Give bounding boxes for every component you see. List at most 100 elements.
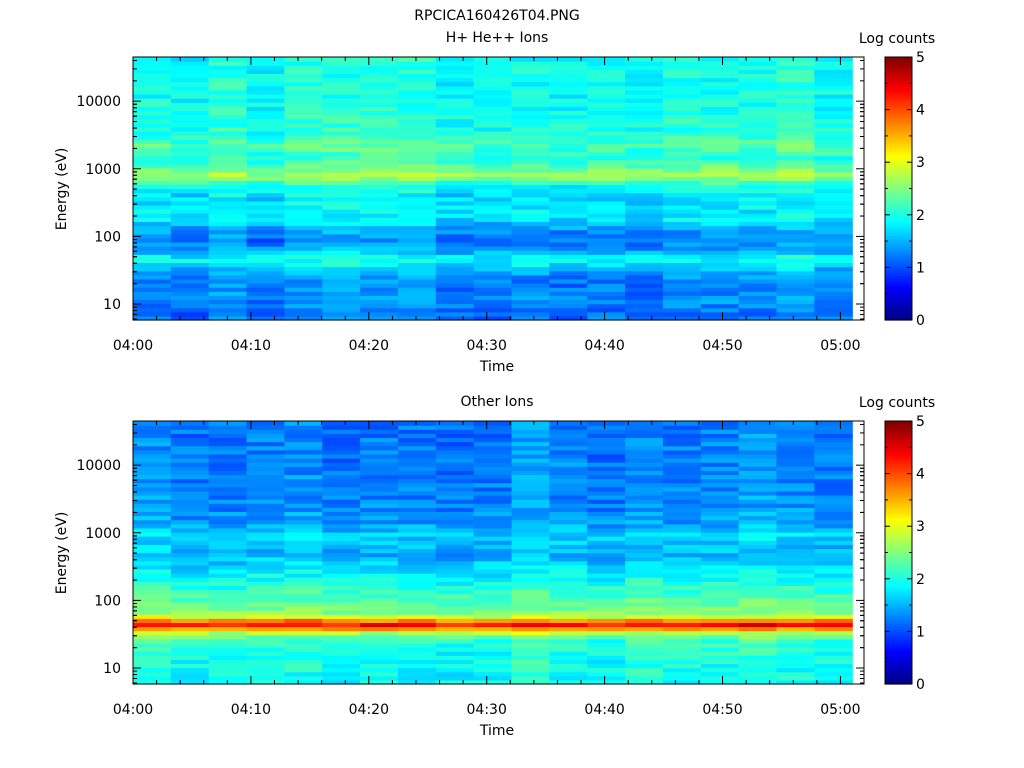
spectrogram-cell: [397, 130, 437, 136]
spectrogram-cell: [284, 568, 323, 574]
spectrogram-cell: [435, 155, 475, 161]
spectrogram-cell: [435, 135, 475, 140]
spectrogram-cell: [208, 209, 248, 214]
spectrogram-cell: [133, 237, 172, 243]
spectrogram-cell: [322, 180, 361, 185]
spectrogram-cell: [587, 548, 626, 554]
spectrogram-cell: [662, 577, 702, 582]
colorbar-step: [885, 505, 912, 509]
spectrogram-cell: [511, 671, 550, 677]
spectrogram-cell: [208, 507, 248, 513]
spectrogram-cell: [511, 544, 550, 549]
spectrogram-cell: [284, 93, 323, 99]
spectrogram-cell: [549, 196, 588, 202]
spectrogram-cell: [397, 630, 437, 636]
spectrogram-cell: [700, 266, 740, 272]
spectrogram-cell: [246, 429, 286, 434]
spectrogram-cell: [397, 540, 437, 545]
spectrogram-cell: [549, 188, 588, 194]
colorbar-step: [885, 502, 912, 506]
spectrogram-cell: [700, 172, 740, 177]
colorbar-step: [885, 91, 912, 95]
spectrogram-cell: [284, 593, 323, 599]
spectrogram-cell: [208, 425, 248, 430]
spectrogram-cell: [360, 679, 399, 685]
spectrogram-cell: [738, 209, 778, 214]
spectrogram-cell: [814, 192, 853, 198]
spectrogram-cell: [814, 258, 853, 264]
spectrogram-cell: [738, 143, 778, 149]
spectrogram-cell: [511, 172, 550, 177]
spectrogram-cell: [397, 118, 437, 124]
spectrogram-cell: [662, 655, 702, 660]
spectrogram-cell: [473, 560, 513, 566]
spectrogram-cell: [662, 155, 702, 161]
spectrogram-cell: [246, 89, 286, 95]
spectrogram-cell: [587, 213, 626, 218]
spectrogram-cell: [133, 192, 172, 198]
spectrogram-cell: [587, 180, 626, 185]
spectrogram-cell: [473, 507, 513, 513]
spectrogram-cell: [549, 671, 588, 677]
spectrogram-cell: [511, 246, 550, 251]
spectrogram-cell: [284, 217, 323, 222]
spectrogram-cell: [662, 581, 702, 586]
spectrogram-cell: [133, 176, 172, 181]
colorbar-step: [885, 106, 912, 111]
colorbar-step: [885, 177, 912, 182]
spectrogram-cell: [738, 213, 778, 218]
colorbar-step: [885, 539, 912, 543]
spectrogram-cell: [549, 122, 588, 128]
spectrogram-cell: [549, 482, 588, 488]
spectrogram-cell: [322, 77, 361, 83]
spectrogram-cell: [625, 102, 664, 107]
spectrogram-cell: [625, 421, 664, 426]
spectrogram-cell: [246, 445, 286, 451]
spectrogram-cell: [549, 172, 588, 177]
spectrogram-cell: [776, 270, 815, 276]
spectrogram-cell: [208, 126, 248, 132]
spectrogram-cell: [435, 507, 475, 513]
spectrogram-cell: [814, 102, 853, 107]
spectrogram-cell: [549, 250, 588, 255]
spectrogram-cell: [133, 126, 172, 132]
spectrogram-cell: [473, 499, 513, 504]
x-tick-label: 04:20: [349, 338, 389, 354]
spectrogram-cell: [814, 61, 853, 66]
spectrogram-cell: [133, 548, 172, 554]
spectrogram-cell: [246, 642, 286, 648]
spectrogram-cell: [511, 229, 550, 235]
spectrogram-cell: [360, 209, 399, 214]
spectrogram-cell: [397, 638, 437, 644]
spectrogram-cell: [170, 204, 210, 210]
spectrogram-cell: [246, 295, 286, 301]
spectrogram-cell: [625, 536, 664, 541]
spectrogram-cell: [360, 556, 399, 562]
spectrogram-cell: [625, 114, 664, 120]
spectrogram-cell: [814, 433, 853, 439]
spectrogram-cell: [473, 445, 513, 451]
spectrogram-cell: [700, 192, 740, 198]
spectrogram-cell: [549, 466, 588, 471]
spectrogram-cell: [170, 499, 210, 504]
panel-other-ions: Other Ions Log counts Time Energy (eV) 0…: [54, 394, 935, 739]
spectrogram-cell: [360, 85, 399, 91]
spectrogram-cell: [435, 457, 475, 463]
spectrogram-cell: [814, 122, 853, 128]
spectrogram-cell: [133, 441, 172, 447]
spectrogram-cell: [587, 622, 626, 628]
spectrogram-cell: [473, 671, 513, 677]
spectrogram-cell: [814, 241, 853, 247]
spectrogram-cell: [473, 114, 513, 120]
spectrogram-cell: [473, 503, 513, 508]
spectrogram-cell: [625, 258, 664, 264]
spectrogram-cell: [473, 106, 513, 112]
spectrogram-cell: [246, 147, 286, 153]
spectrogram-cell: [587, 679, 626, 685]
spectrogram-cell: [133, 122, 172, 128]
spectrogram-cell: [397, 577, 437, 582]
spectrogram-cell: [133, 221, 172, 227]
spectrogram-cell: [208, 270, 248, 276]
spectrogram-cell: [662, 544, 702, 549]
